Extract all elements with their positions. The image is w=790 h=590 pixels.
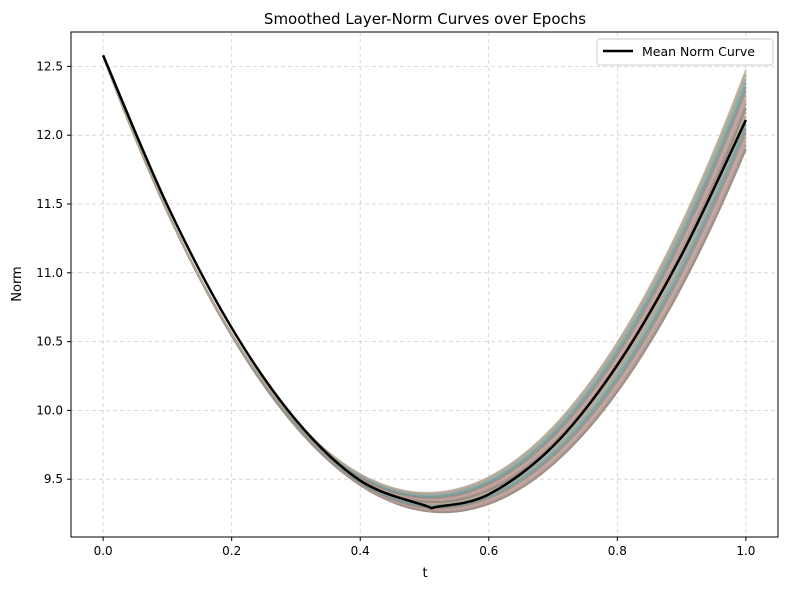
gridlines — [71, 32, 778, 537]
legend-entry-mean: Mean Norm Curve — [642, 44, 755, 59]
legend: Mean Norm Curve — [596, 38, 774, 66]
x-tick-label: 0.8 — [608, 544, 627, 558]
y-tick-label: 9.5 — [44, 472, 63, 486]
x-tick-label: 0.0 — [94, 544, 113, 558]
norm-curve-line — [102, 55, 747, 494]
chart-title: Smoothed Layer-Norm Curves over Epochs — [264, 10, 586, 28]
y-axis-label: Norm — [10, 266, 25, 301]
mean-norm-curve — [101, 54, 747, 510]
y-tick-label: 11.5 — [36, 197, 63, 211]
legend-box — [596, 38, 774, 66]
x-tick-label: 0.6 — [479, 544, 498, 558]
y-tick-label: 10.0 — [36, 403, 63, 417]
x-tick-label: 1.0 — [736, 544, 755, 558]
mean-norm-curve-line — [101, 54, 747, 510]
y-tick-label: 12.0 — [36, 128, 63, 142]
x-tick-label: 0.4 — [351, 544, 370, 558]
plot-frame — [70, 31, 779, 538]
x-axis-ticks: 0.0 0.2 0.4 0.6 0.8 1.0 — [94, 537, 755, 558]
y-tick-label: 12.5 — [36, 59, 63, 73]
y-tick-label: 10.5 — [36, 335, 63, 349]
x-axis-label: t — [422, 566, 427, 581]
y-axis-ticks: 9.5 10.0 10.5 11.0 11.5 12.0 12.5 — [36, 59, 71, 486]
x-tick-label: 0.2 — [222, 544, 241, 558]
y-tick-label: 11.0 — [36, 266, 63, 280]
